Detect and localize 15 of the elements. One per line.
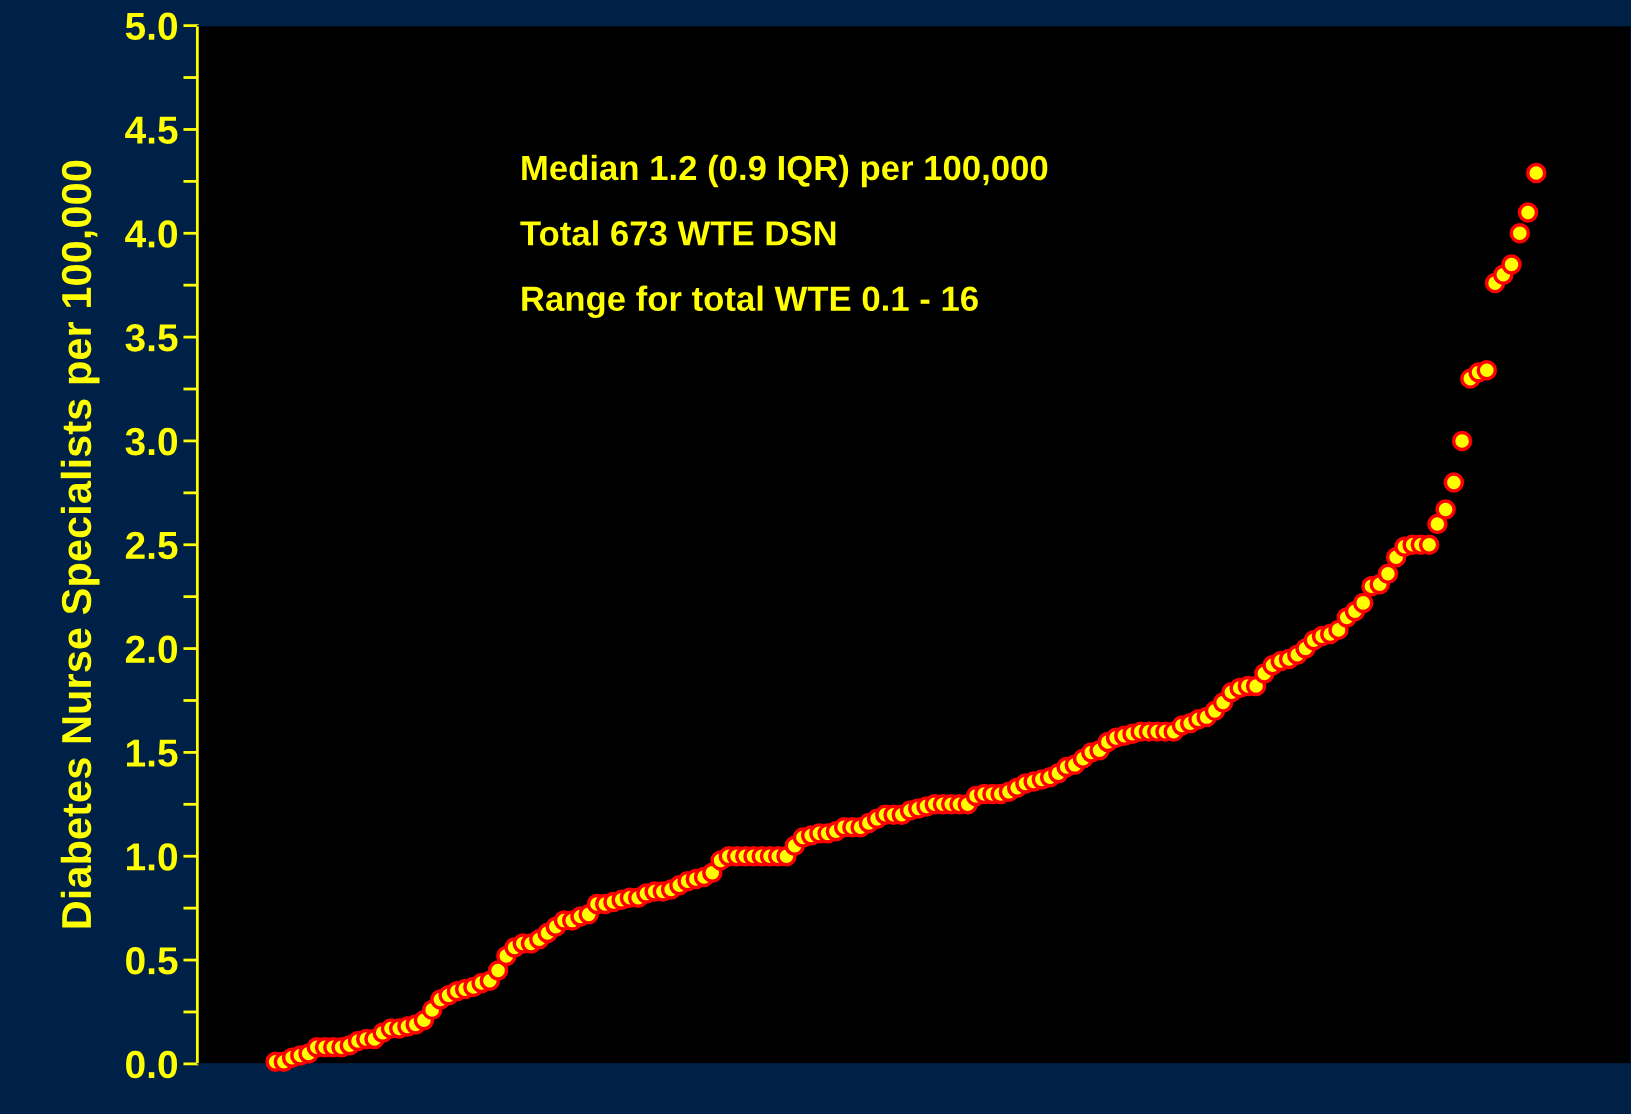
y-tick-label: 5.0 [125, 12, 178, 41]
y-tick-label: 1.5 [126, 739, 178, 767]
y-axis-title: Diabetes Nurse Specialists per 100,000 [60, 160, 100, 928]
y-tick-label: 0.5 [126, 946, 178, 975]
y-tick-label: 3.5 [125, 324, 178, 352]
annotation: Median 1.2 (0.9 IQR) per 100,000 [522, 154, 1048, 188]
y-tick-label: 4.5 [125, 116, 178, 144]
y-tick-label: 2.0 [125, 635, 178, 664]
y-tick-label: 3.0 [125, 427, 178, 456]
y-tick-label: 0.0 [126, 1050, 178, 1079]
y-tick-label: 2.5 [125, 531, 178, 560]
y-tick-label: 4.0 [125, 220, 178, 248]
annotation: Range for total WTE 0.1 - 16 [522, 285, 978, 319]
annotation: Total 673 WTE DSN [520, 220, 836, 246]
y-tick-label: 1.0 [126, 843, 178, 871]
